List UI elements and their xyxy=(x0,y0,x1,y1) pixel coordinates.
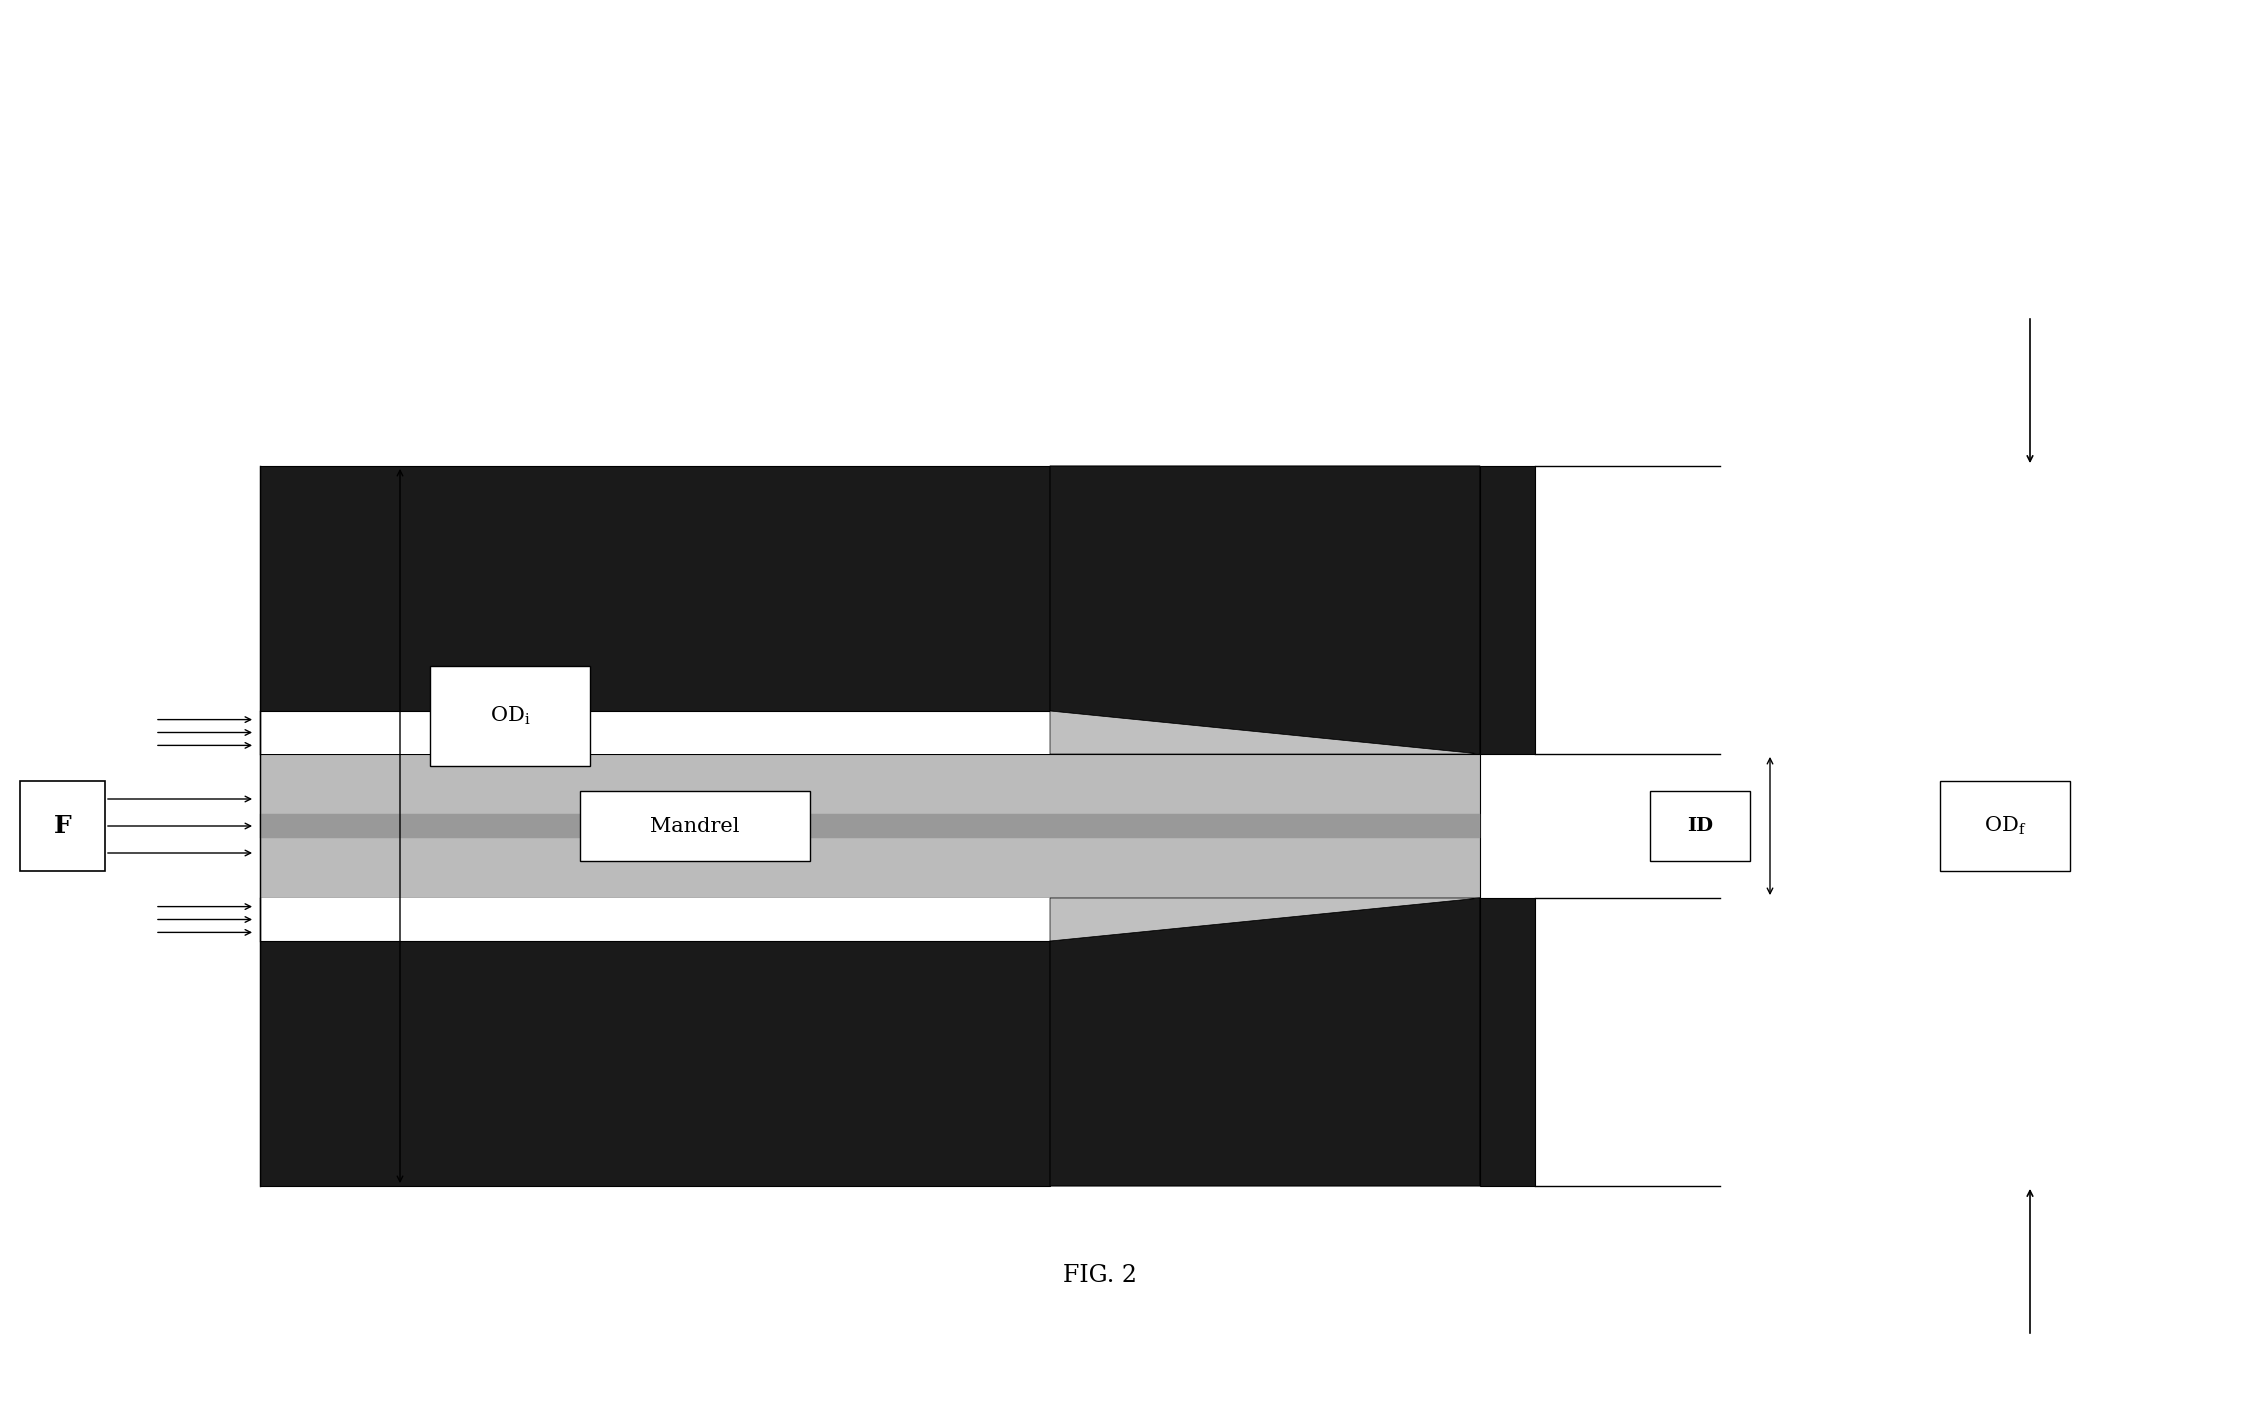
Bar xyxy=(431,666,589,766)
Bar xyxy=(1480,898,1535,1186)
Text: Mandrel: Mandrel xyxy=(651,817,739,836)
Bar xyxy=(1941,781,2070,871)
Text: F: F xyxy=(54,814,70,838)
Bar xyxy=(261,466,1050,712)
Polygon shape xyxy=(1050,898,1480,941)
Polygon shape xyxy=(1050,466,1480,754)
Text: ID: ID xyxy=(1687,817,1714,836)
Polygon shape xyxy=(1050,712,1480,754)
Bar xyxy=(261,941,1050,1186)
Bar xyxy=(261,712,1050,754)
Bar xyxy=(20,781,104,871)
Bar xyxy=(261,898,1050,941)
Bar xyxy=(1480,466,1535,754)
Text: OD$_\mathregular{f}$: OD$_\mathregular{f}$ xyxy=(1984,814,2027,837)
Bar xyxy=(580,791,809,861)
Bar xyxy=(261,814,1480,838)
Bar xyxy=(261,754,1480,898)
Bar xyxy=(1650,791,1750,861)
Text: FIG. 2: FIG. 2 xyxy=(1063,1265,1138,1288)
Text: OD$_\mathregular{i}$: OD$_\mathregular{i}$ xyxy=(490,704,530,727)
Polygon shape xyxy=(1050,898,1480,1186)
